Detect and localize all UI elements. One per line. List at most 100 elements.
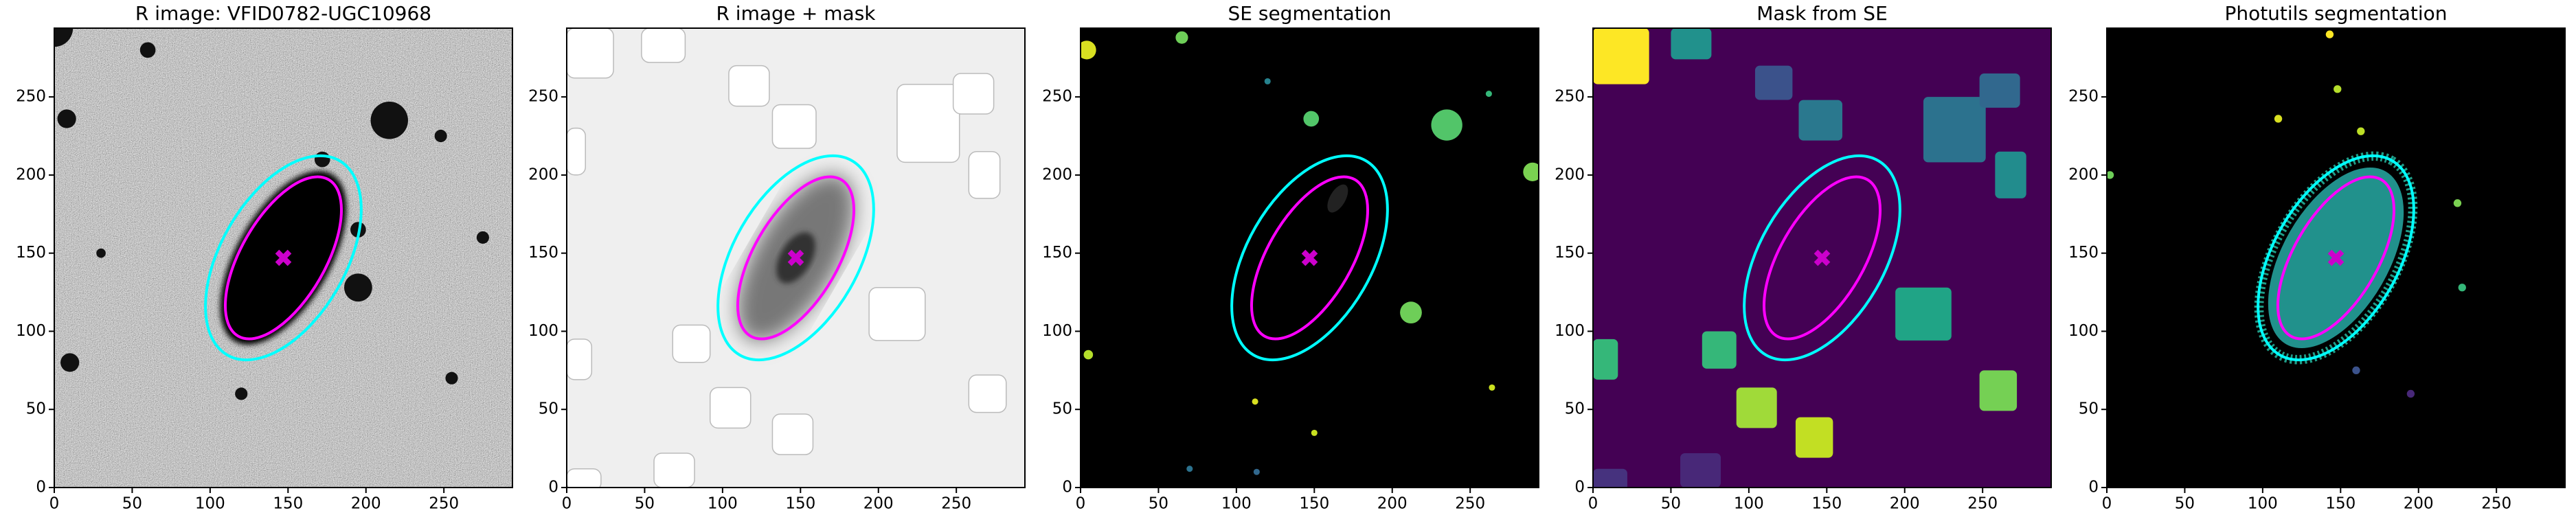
segment [2453, 199, 2462, 207]
x-tick-label: 50 [1661, 495, 1681, 513]
mask-region [567, 339, 593, 380]
segment [1081, 41, 1096, 60]
axes-frame [54, 27, 513, 488]
y-tick-label: 0 [2088, 479, 2099, 496]
y-tick-label: 200 [2068, 165, 2099, 183]
center-marker [787, 249, 804, 266]
x-tick-label: 250 [429, 495, 459, 513]
segment [1400, 301, 1422, 324]
x-tick-label: 100 [195, 495, 225, 513]
segment [1186, 466, 1193, 472]
star [235, 387, 248, 400]
panel-title: SE segmentation [1228, 2, 1392, 25]
x-tick-label: 50 [2175, 495, 2195, 513]
x-tick-label: 100 [708, 495, 738, 513]
star [343, 273, 372, 302]
segment [1303, 111, 1320, 127]
y-tick-label: 50 [26, 400, 46, 418]
star [434, 129, 447, 143]
x-tick-label: 100 [2248, 495, 2278, 513]
mask-region [709, 387, 752, 429]
star [96, 248, 106, 258]
y-tick-label: 50 [539, 400, 558, 418]
x-tick-label: 50 [122, 495, 142, 513]
aperture-ellipse [736, 175, 856, 341]
star [314, 151, 330, 168]
center-marker [1301, 249, 1318, 266]
mask-region [1798, 100, 1842, 141]
mask-region [1795, 417, 1833, 458]
x-tick-label: 0 [49, 495, 60, 513]
axes-frame [1592, 27, 2052, 488]
segment [1327, 184, 1348, 213]
mask-region [728, 65, 770, 107]
y-tick-label: 150 [528, 244, 558, 262]
segment [2107, 171, 2114, 179]
mask-region [868, 286, 926, 341]
panel-title: R image: VFID0782-UGC10968 [135, 2, 431, 25]
center-marker [275, 249, 292, 266]
y-tick-label: 150 [1042, 244, 1072, 262]
segment [2334, 85, 2342, 93]
mask-region [1979, 370, 2018, 411]
x-tick-label: 0 [1076, 495, 1086, 513]
aperture-ellipse [204, 154, 363, 362]
segment [1523, 162, 1539, 181]
x-tick-label: 200 [1377, 495, 1408, 513]
mask-region [1671, 28, 1712, 60]
y-tick-label: 100 [2068, 322, 2099, 340]
segment [2458, 284, 2466, 292]
segment [1175, 31, 1188, 44]
y-tick-label: 100 [16, 322, 46, 340]
mask-region [952, 73, 995, 115]
x-tick-label: 200 [351, 495, 381, 513]
segment [1083, 350, 1094, 360]
aperture-ellipse [2257, 154, 2415, 362]
y-tick-label: 250 [2068, 88, 2099, 106]
y-tick-label: 50 [1052, 400, 1072, 418]
x-tick-label: 250 [2481, 495, 2511, 513]
center-marker [1814, 249, 1831, 266]
panel: Mask from SE 0 50 100 150 200 250 0 50 100 150 200 2… [1555, 2, 2052, 513]
y-tick-label: 100 [528, 322, 558, 340]
y-tick-label: 0 [1062, 479, 1072, 496]
y-tick-label: 200 [1042, 165, 1072, 183]
axes-frame [2106, 27, 2566, 488]
x-tick-label: 150 [1299, 495, 1329, 513]
aperture-ellipse [1250, 175, 1370, 341]
segment [1264, 78, 1271, 84]
star [370, 102, 408, 139]
mask-region [968, 151, 1001, 199]
x-tick-label: 200 [2404, 495, 2434, 513]
y-tick-label: 150 [16, 244, 46, 262]
mask-region [771, 413, 814, 455]
center-marker [2327, 249, 2345, 266]
mask-region [672, 324, 711, 363]
x-tick-label: 200 [1890, 495, 1920, 513]
star [57, 109, 76, 128]
axes-frame [1080, 27, 1539, 488]
y-tick-label: 150 [1555, 244, 1585, 262]
panel-title: R image + mask [716, 2, 876, 25]
y-tick-label: 0 [1574, 479, 1585, 496]
x-tick-label: 0 [562, 495, 572, 513]
y-tick-label: 250 [1555, 88, 1585, 106]
mask-region [1895, 287, 1952, 341]
segment [2325, 30, 2334, 38]
x-tick-label: 250 [1967, 495, 1998, 513]
y-tick-label: 200 [16, 165, 46, 183]
mask-region [567, 127, 586, 176]
image-area [54, 28, 512, 488]
image-area [1081, 28, 1539, 488]
x-tick-label: 0 [2102, 495, 2112, 513]
mask-region [567, 468, 602, 488]
y-tick-label: 0 [36, 479, 46, 496]
star [476, 231, 489, 244]
segment [1311, 429, 1318, 436]
segment [1253, 468, 1260, 475]
mask-region [1593, 28, 1649, 84]
mask-region [1680, 453, 1721, 488]
x-tick-label: 0 [1588, 495, 1598, 513]
aperture-ellipse [716, 154, 875, 362]
